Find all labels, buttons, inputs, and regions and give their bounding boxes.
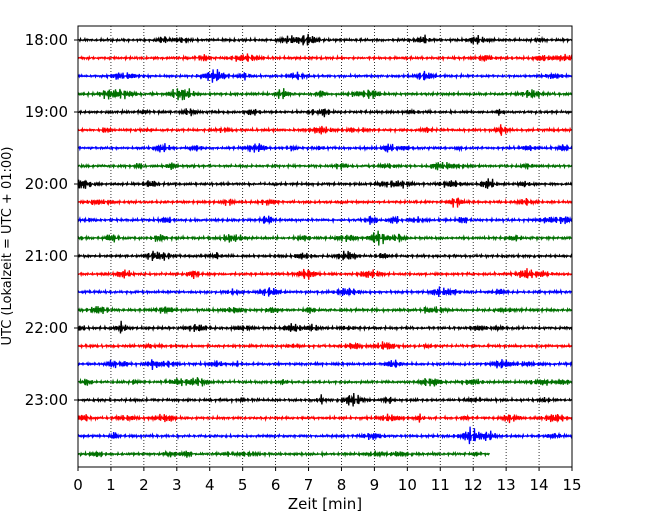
- seismogram-trace: [77, 53, 573, 63]
- seismogram-trace: [77, 230, 573, 246]
- seismogram-trace: [77, 124, 573, 136]
- seismogram-trace: [77, 449, 491, 459]
- y-axis-label: UTC (Lokalzeit = UTC + 01:00): [0, 147, 15, 346]
- y-tick-label: 20:00: [25, 175, 68, 193]
- y-tick-label: 18:00: [25, 31, 68, 49]
- seismogram-trace: [77, 33, 573, 46]
- plot-frame: [77, 25, 573, 468]
- seismogram-trace: [77, 286, 573, 298]
- seismogram-trace: [77, 88, 573, 101]
- x-tick-label: 5: [238, 476, 248, 494]
- seismogram-trace: [77, 377, 573, 387]
- x-axis-label: Zeit [min]: [288, 495, 362, 513]
- seismogram-trace: [77, 197, 573, 208]
- x-tick-label: 4: [205, 476, 215, 494]
- seismogram-trace: [77, 320, 573, 334]
- x-axis-ticks: 0 1 2 3 4 5 6 7 8 9 10 11 12 13 14 15: [73, 467, 582, 494]
- seismogram-trace: [77, 143, 573, 153]
- seismogram-trace: [77, 426, 573, 445]
- x-tick-label: 9: [370, 476, 380, 494]
- x-tick-label: 8: [337, 476, 347, 494]
- y-tick-label: 22:00: [25, 319, 68, 337]
- y-tick-label: 23:00: [25, 391, 68, 409]
- seismogram-trace: [77, 214, 573, 226]
- seismogram-trace: [77, 250, 573, 262]
- x-tick-label: 11: [431, 476, 450, 494]
- seismogram-trace: [77, 161, 573, 171]
- x-tick-label: 6: [271, 476, 281, 494]
- seismogram-trace: [77, 268, 573, 280]
- seismogram-trace: [77, 359, 573, 370]
- x-tick-label: 12: [464, 476, 483, 494]
- y-tick-label: 21:00: [25, 247, 68, 265]
- x-tick-label: 15: [562, 476, 581, 494]
- y-axis-ticks: 18:00 19:00 20:00 21:00 22:00 23:00: [25, 31, 78, 409]
- seismogram-trace: [77, 178, 573, 189]
- x-tick-label: 13: [497, 476, 516, 494]
- seismogram-trace: [77, 107, 573, 118]
- seismogram-trace: [77, 392, 573, 407]
- x-tick-label: 0: [73, 476, 83, 494]
- seismogram-trace: [77, 341, 573, 351]
- y-tick-label: 19:00: [25, 103, 68, 121]
- seismogram-trace: [77, 305, 573, 315]
- seismogram-traces: [77, 33, 573, 459]
- x-tick-label: 2: [139, 476, 149, 494]
- x-tick-label: 10: [398, 476, 417, 494]
- x-tick-label: 7: [304, 476, 314, 494]
- seismogram-trace: [77, 413, 573, 424]
- x-tick-label: 3: [172, 476, 182, 494]
- x-tick-label: 14: [530, 476, 549, 494]
- x-tick-label: 1: [106, 476, 116, 494]
- seismogram-trace: [77, 69, 573, 83]
